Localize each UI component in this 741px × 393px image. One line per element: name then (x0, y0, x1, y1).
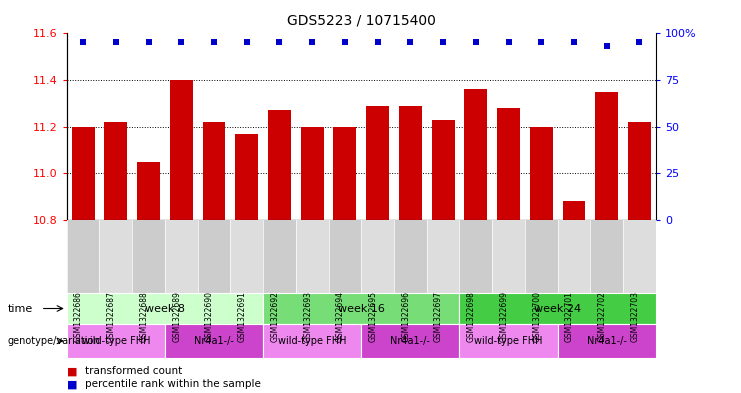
Bar (301, 127, 324, 220)
Text: GSM1322701: GSM1322701 (565, 291, 574, 342)
Text: GSM1322703: GSM1322703 (631, 291, 639, 342)
Bar (497, 108, 520, 220)
Text: GSM1322700: GSM1322700 (532, 291, 541, 342)
Point (634, 39, 645, 45)
Bar (104, 122, 127, 220)
Bar (366, 106, 389, 220)
Text: GSM1322695: GSM1322695 (368, 291, 378, 342)
Text: GSM1322694: GSM1322694 (336, 291, 345, 342)
Text: wild-type FHH: wild-type FHH (474, 336, 542, 346)
Point (306, 39, 318, 45)
Bar (137, 162, 160, 220)
Point (176, 39, 187, 45)
Bar (431, 120, 454, 220)
Bar (595, 92, 618, 220)
Text: ■: ■ (67, 379, 77, 389)
Text: GSM1322690: GSM1322690 (205, 291, 214, 342)
Text: GSM1322686: GSM1322686 (74, 291, 83, 342)
Text: GSM1322693: GSM1322693 (303, 291, 312, 342)
Text: genotype/variation: genotype/variation (7, 336, 100, 346)
Text: GSM1322702: GSM1322702 (598, 291, 607, 342)
Point (372, 39, 384, 45)
Bar (399, 106, 422, 220)
Text: GSM1322691: GSM1322691 (238, 291, 247, 342)
Text: time: time (7, 303, 33, 314)
Bar (465, 89, 488, 220)
Text: GSM1322687: GSM1322687 (107, 291, 116, 342)
Bar (268, 110, 291, 220)
Bar (72, 127, 95, 220)
Point (405, 39, 416, 45)
Point (273, 39, 285, 45)
Point (241, 39, 253, 45)
Text: GDS5223 / 10715400: GDS5223 / 10715400 (287, 14, 436, 28)
Text: week 8: week 8 (145, 303, 185, 314)
Text: Nr4a1-/-: Nr4a1-/- (587, 336, 627, 346)
Bar (562, 201, 585, 220)
Point (601, 43, 613, 50)
Bar (628, 122, 651, 220)
Point (437, 39, 449, 45)
Text: GSM1322692: GSM1322692 (270, 291, 279, 342)
Text: week 16: week 16 (338, 303, 385, 314)
Bar (333, 127, 356, 220)
Text: transformed count: transformed count (85, 366, 182, 376)
Text: week 24: week 24 (534, 303, 581, 314)
Text: Nr4a1-/-: Nr4a1-/- (194, 336, 234, 346)
Bar (170, 80, 193, 220)
Text: Nr4a1-/-: Nr4a1-/- (391, 336, 431, 346)
Text: GSM1322688: GSM1322688 (139, 291, 148, 342)
Point (142, 39, 154, 45)
Point (77, 39, 89, 45)
Text: GSM1322697: GSM1322697 (434, 291, 443, 342)
Point (470, 39, 482, 45)
Text: ■: ■ (67, 366, 77, 376)
Point (110, 39, 122, 45)
Text: GSM1322698: GSM1322698 (467, 291, 476, 342)
Bar (235, 134, 258, 220)
Bar (530, 127, 553, 220)
Point (568, 39, 580, 45)
Point (208, 39, 220, 45)
Text: percentile rank within the sample: percentile rank within the sample (85, 379, 261, 389)
Text: wild-type FHH: wild-type FHH (278, 336, 346, 346)
Text: GSM1322699: GSM1322699 (499, 291, 508, 342)
Point (339, 39, 350, 45)
Point (502, 39, 514, 45)
Point (535, 39, 547, 45)
Bar (202, 122, 225, 220)
Text: GSM1322696: GSM1322696 (402, 291, 411, 342)
Text: wild-type FHH: wild-type FHH (82, 336, 150, 346)
Text: GSM1322689: GSM1322689 (172, 291, 182, 342)
